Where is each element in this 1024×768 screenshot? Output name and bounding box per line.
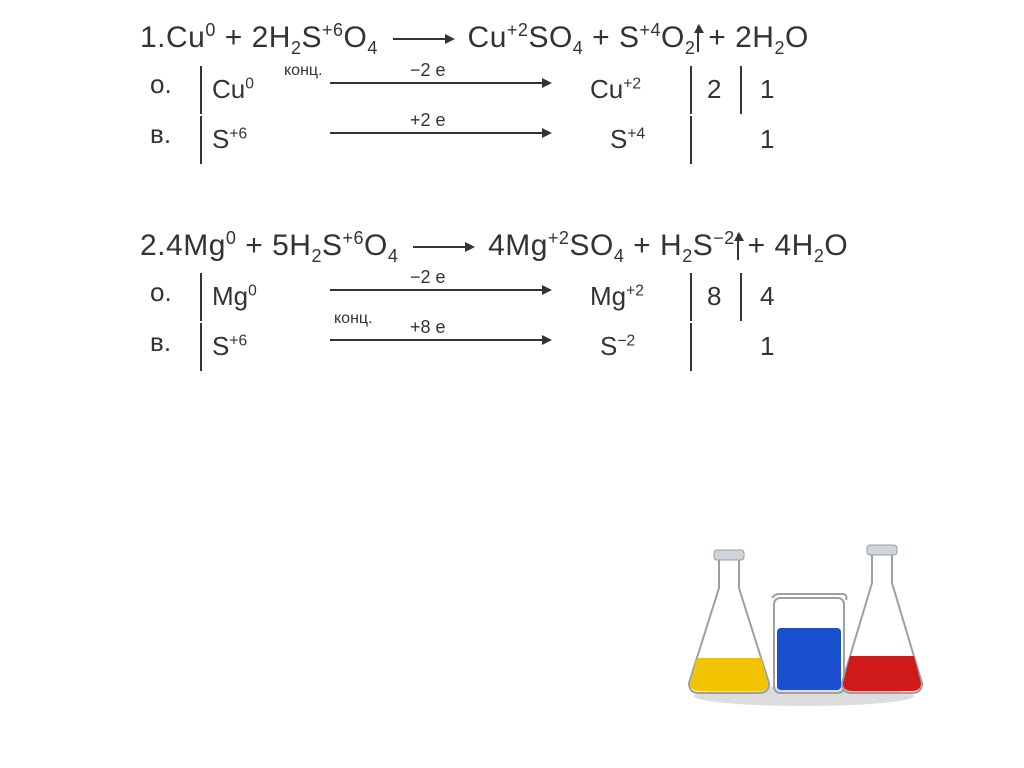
half-arrow-icon <box>330 132 550 134</box>
eq1-half1-to: Cu+2 <box>590 74 641 105</box>
eq2-half2-to: S−2 <box>600 331 635 362</box>
eq1-half1-role: о. <box>150 69 190 100</box>
eq1-half1-n1: 2 <box>707 74 721 105</box>
vline-icon <box>690 323 692 371</box>
vline-icon <box>200 116 202 164</box>
eq2-lhs: 2.4Mg0 + 5H2S+6O4 <box>140 229 398 262</box>
equation-2: 2.4Mg0 + 5H2S+6O4 4Mg+2SO4 + H2S−2 + 4H2… <box>140 228 1024 268</box>
reaction-arrow-icon <box>393 38 453 40</box>
gas-arrow-icon <box>697 26 699 52</box>
vline-icon <box>690 273 692 321</box>
half-arrow-icon <box>330 289 550 291</box>
half-arrow-icon <box>330 82 550 84</box>
reaction-arrow-icon <box>413 246 473 248</box>
slide: 1.Cu0 + 2H2S+6O4 Cu+2SO4 + S+4O2 + 2H2O … <box>0 0 1024 768</box>
vline-icon <box>690 116 692 164</box>
eq1-half2-from: S+6 <box>212 124 247 155</box>
vline-icon <box>740 66 742 114</box>
flasks-image <box>674 528 934 708</box>
equation-1: 1.Cu0 + 2H2S+6O4 Cu+2SO4 + S+4O2 + 2H2O <box>140 20 1024 60</box>
eq2-half1-e: −2 е <box>410 267 446 288</box>
vline-icon <box>690 66 692 114</box>
eq1-rhs: Cu+2SO4 + S+4O2 <box>468 21 696 54</box>
vline-icon <box>200 273 202 321</box>
eq2-half-1: о. Mg0 −2 е Mg+2 8 4 <box>150 275 1024 319</box>
eq1-tail: + 2H2O <box>708 21 809 54</box>
eq2-tail: + 4H2O <box>748 229 849 262</box>
eq2-half2-e: +8 е <box>410 317 446 338</box>
eq2-rhs: 4Mg+2SO4 + H2S−2 <box>488 229 735 262</box>
vline-icon <box>200 66 202 114</box>
eq2-half2-from: S+6 <box>212 331 247 362</box>
eq2-half1-role: о. <box>150 277 190 308</box>
eq2-half2-n2: 1 <box>760 331 774 362</box>
eq1-half-1: о. Cu0 −2 е Cu+2 2 1 <box>150 68 1024 112</box>
vline-icon <box>740 273 742 321</box>
eq2-half-2: в. S+6 +8 е S−2 1 <box>150 325 1024 369</box>
eq1-half1-n2: 1 <box>760 74 774 105</box>
eq1-lhs: 1.Cu0 + 2H2S+6O4 <box>140 21 378 54</box>
eq2-half1-from: Mg0 <box>212 281 257 312</box>
eq1-half1-from: Cu0 <box>212 74 254 105</box>
eq2-half2-role: в. <box>150 327 190 358</box>
gas-arrow-icon <box>737 234 739 260</box>
eq1-half2-to: S+4 <box>610 124 645 155</box>
half-arrow-icon <box>330 339 550 341</box>
eq2-half1-n2: 4 <box>760 281 774 312</box>
vline-icon <box>200 323 202 371</box>
eq2-half1-n1: 8 <box>707 281 721 312</box>
eq1-half2-n2: 1 <box>760 124 774 155</box>
eq1-half-2: в. S+6 +2 е S+4 1 <box>150 118 1024 162</box>
eq1-half2-e: +2 е <box>410 110 446 131</box>
eq2-half1-to: Mg+2 <box>590 281 644 312</box>
eq1-half1-e: −2 е <box>410 60 446 81</box>
eq1-half2-role: в. <box>150 119 190 150</box>
